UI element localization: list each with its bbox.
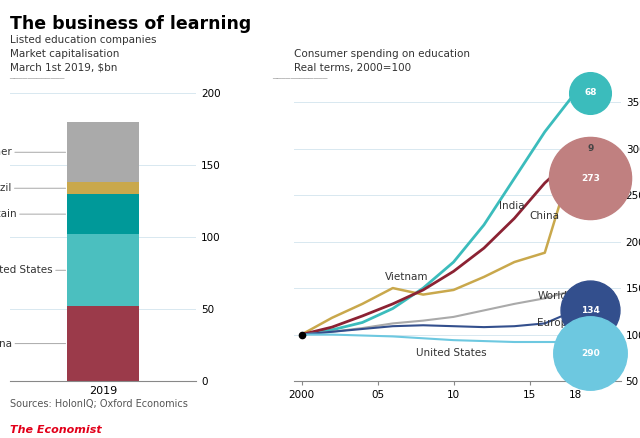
Text: United States: United States xyxy=(0,265,66,275)
Text: Consumer spending on education
Real terms, 2000=100: Consumer spending on education Real term… xyxy=(294,49,470,73)
Text: Listed education companies
Market capitalisation
March 1st 2019, $bn: Listed education companies Market capita… xyxy=(10,35,156,73)
Text: Other: Other xyxy=(0,147,66,157)
Bar xyxy=(67,306,139,381)
Point xyxy=(585,175,595,182)
Text: Europe: Europe xyxy=(537,318,574,328)
Text: Vietnam: Vietnam xyxy=(385,272,429,282)
Text: 2018, $bn: 2018, $bn xyxy=(0,437,1,438)
Text: China: China xyxy=(529,211,559,221)
Text: 9: 9 xyxy=(588,144,593,153)
Text: Britain: Britain xyxy=(0,209,66,219)
Point xyxy=(585,89,595,96)
Text: Sources: HolonIQ; Oxford Economics: Sources: HolonIQ; Oxford Economics xyxy=(10,399,188,409)
Bar xyxy=(67,122,139,183)
Text: 68: 68 xyxy=(584,88,596,97)
Text: Brazil: Brazil xyxy=(0,183,66,193)
Text: 273: 273 xyxy=(581,174,600,183)
Text: ────────────: ──────────── xyxy=(10,74,65,83)
Point xyxy=(585,145,595,152)
Text: United States: United States xyxy=(415,348,486,358)
Bar xyxy=(67,194,139,234)
Text: China: China xyxy=(0,339,66,349)
Text: The Economist: The Economist xyxy=(10,425,101,435)
Text: ────────────: ──────────── xyxy=(272,74,328,83)
Bar xyxy=(67,183,139,194)
Bar xyxy=(67,234,139,306)
Point xyxy=(585,307,595,314)
Text: 290: 290 xyxy=(581,349,600,358)
Text: World: World xyxy=(537,290,567,300)
Text: India: India xyxy=(499,201,525,211)
Text: The business of learning: The business of learning xyxy=(10,15,251,33)
Text: 134: 134 xyxy=(581,306,600,315)
Point xyxy=(585,350,595,357)
